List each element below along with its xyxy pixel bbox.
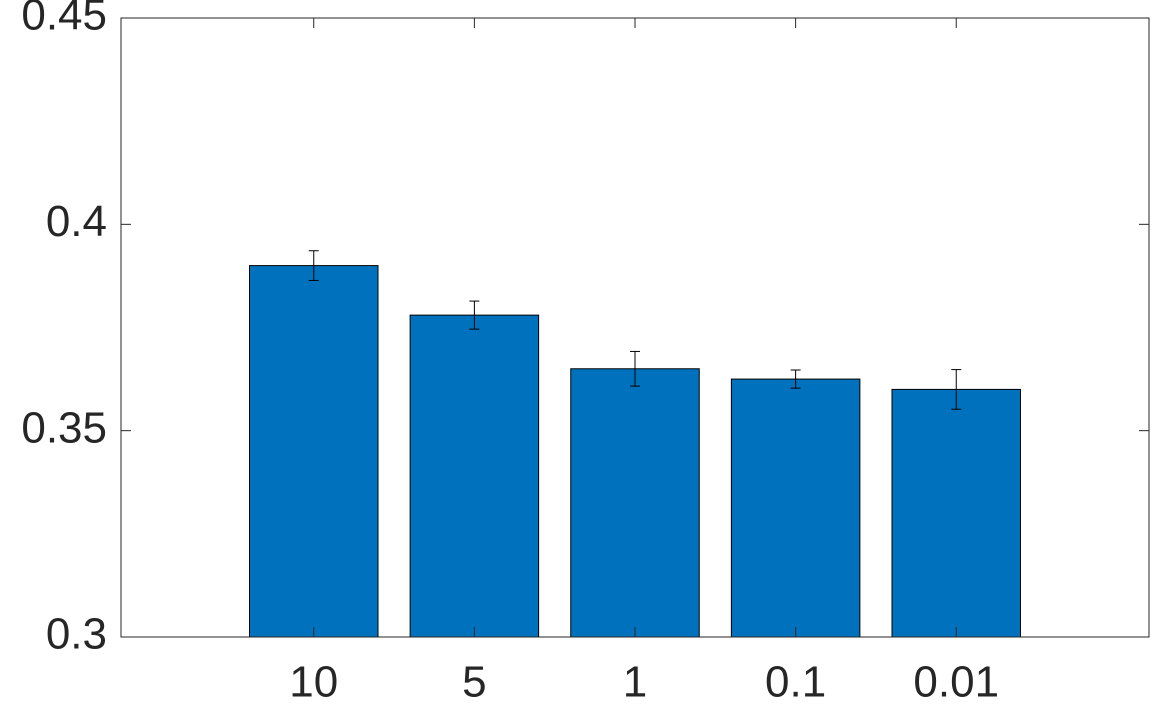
bar — [249, 265, 379, 638]
error-bar — [790, 369, 801, 389]
x-tick-label: 10 — [289, 658, 338, 707]
y-tick-label: 0.4 — [46, 197, 107, 246]
x-tick-label: 5 — [462, 658, 486, 707]
axes-box — [120, 17, 1150, 638]
y-tick-label: 0.35 — [21, 403, 107, 452]
y-tick-label: 0.45 — [21, 0, 107, 40]
error-bar — [630, 350, 640, 387]
x-tick-label: 0.01 — [913, 658, 999, 707]
bar — [570, 368, 700, 638]
error-bar — [308, 250, 319, 281]
error-bar — [469, 300, 480, 330]
x-tick-label: 0.1 — [765, 658, 826, 707]
y-tick-label: 0.3 — [46, 610, 107, 659]
bar — [409, 314, 540, 638]
bar — [891, 388, 1021, 638]
x-tick-label: 1 — [623, 658, 647, 707]
bar — [730, 378, 861, 638]
error-bar — [951, 369, 962, 410]
